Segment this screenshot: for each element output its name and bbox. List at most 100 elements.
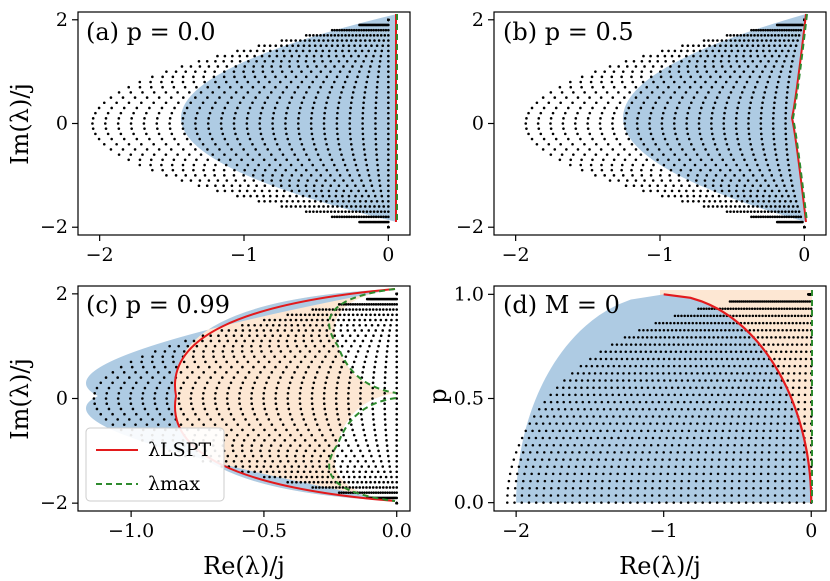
eigenvalue-point [701, 101, 705, 105]
eigenvalue-point [769, 321, 772, 325]
eigenvalue-point [668, 458, 671, 461]
eigenvalue-point [345, 215, 349, 219]
eigenvalue-point [333, 34, 337, 37]
eigenvalue-point [146, 381, 150, 385]
eigenvalue-point [541, 96, 545, 99]
ytick-label: 0 [56, 388, 68, 410]
eigenvalue-point [713, 321, 717, 325]
eigenvalue-point [781, 458, 785, 461]
eigenvalue-point [291, 44, 294, 48]
eigenvalue-point [257, 44, 261, 48]
eigenvalue-point [293, 91, 296, 94]
eigenvalue-point [331, 39, 335, 42]
eigenvalue-point [254, 96, 257, 99]
eigenvalue-point [609, 472, 612, 476]
eigenvalue-point [685, 117, 689, 120]
eigenvalue-point [667, 408, 671, 411]
eigenvalue-point [251, 407, 255, 411]
eigenvalue-point [258, 127, 262, 130]
eigenvalue-point [582, 436, 586, 440]
panel-d-ylabel: p [424, 388, 452, 403]
eigenvalue-point [743, 184, 747, 188]
eigenvalue-point [774, 194, 778, 198]
eigenvalue-point [549, 501, 552, 504]
eigenvalue-point [319, 339, 322, 343]
eigenvalue-point [689, 400, 692, 404]
eigenvalue-point [704, 357, 708, 361]
eigenvalue-point [716, 487, 719, 490]
eigenvalue-point [789, 422, 793, 425]
eigenvalue-point [106, 132, 110, 136]
eigenvalue-point [341, 85, 345, 89]
eigenvalue-point [709, 75, 712, 79]
eigenvalue-point [383, 210, 387, 213]
eigenvalue-point [602, 85, 605, 89]
eigenvalue-point [375, 91, 378, 94]
eigenvalue-point [736, 194, 740, 198]
eigenvalue-point [598, 386, 601, 389]
eigenvalue-point [737, 501, 741, 504]
eigenvalue-point [699, 307, 703, 310]
eigenvalue-point [347, 475, 351, 479]
eigenvalue-point [672, 436, 675, 440]
eigenvalue-point [346, 397, 350, 400]
eigenvalue-point [806, 321, 809, 325]
eigenvalue-point [777, 415, 780, 418]
eigenvalue-point [611, 122, 614, 125]
eigenvalue-point [600, 80, 603, 84]
eigenvalue-point [387, 44, 390, 48]
eigenvalue-point [713, 54, 717, 58]
eigenvalue-point [696, 174, 699, 177]
eigenvalue-point [359, 205, 362, 208]
eigenvalue-point [236, 49, 239, 53]
eigenvalue-point [319, 174, 323, 177]
eigenvalue-point [370, 44, 373, 48]
eigenvalue-point [213, 423, 217, 426]
eigenvalue-point [764, 408, 768, 411]
eigenvalue-point [800, 314, 803, 318]
eigenvalue-point [809, 408, 813, 411]
eigenvalue-point [334, 313, 337, 317]
eigenvalue-point [312, 34, 315, 37]
eigenvalue-point [650, 336, 653, 339]
eigenvalue-point [201, 397, 205, 400]
eigenvalue-point [330, 28, 334, 32]
eigenvalue-point [367, 303, 371, 306]
eigenvalue-point [358, 323, 361, 327]
eigenvalue-point [724, 137, 727, 141]
eigenvalue-point [300, 101, 304, 105]
eigenvalue-point [710, 343, 713, 346]
eigenvalue-point [580, 386, 583, 389]
eigenvalue-point [340, 491, 343, 494]
eigenvalue-point [183, 158, 187, 162]
eigenvalue-point [280, 199, 283, 203]
eigenvalue-point [745, 314, 748, 318]
eigenvalue-point [644, 372, 648, 375]
eigenvalue-point [374, 318, 377, 322]
eigenvalue-point [384, 371, 387, 374]
eigenvalue-point [631, 357, 634, 361]
eigenvalue-point [594, 153, 598, 156]
eigenvalue-point [326, 96, 330, 99]
eigenvalue-point [354, 49, 357, 53]
eigenvalue-point [723, 393, 726, 397]
eigenvalue-point [319, 210, 322, 213]
eigenvalue-point [143, 386, 147, 390]
eigenvalue-point [92, 397, 96, 400]
eigenvalue-point [629, 501, 632, 504]
eigenvalue-point [612, 429, 616, 433]
eigenvalue-point [556, 501, 560, 504]
eigenvalue-point [788, 300, 792, 303]
eigenvalue-point [594, 91, 598, 94]
eigenvalue-point [300, 381, 304, 385]
eigenvalue-point [278, 318, 282, 322]
eigenvalue-point [386, 449, 389, 453]
eigenvalue-point [755, 300, 759, 303]
eigenvalue-point [731, 386, 734, 389]
eigenvalue-point [758, 307, 762, 310]
eigenvalue-point [711, 184, 715, 188]
eigenvalue-point [238, 59, 242, 63]
eigenvalue-point [272, 132, 276, 136]
eigenvalue-point [735, 393, 739, 397]
eigenvalue-point [317, 205, 321, 208]
